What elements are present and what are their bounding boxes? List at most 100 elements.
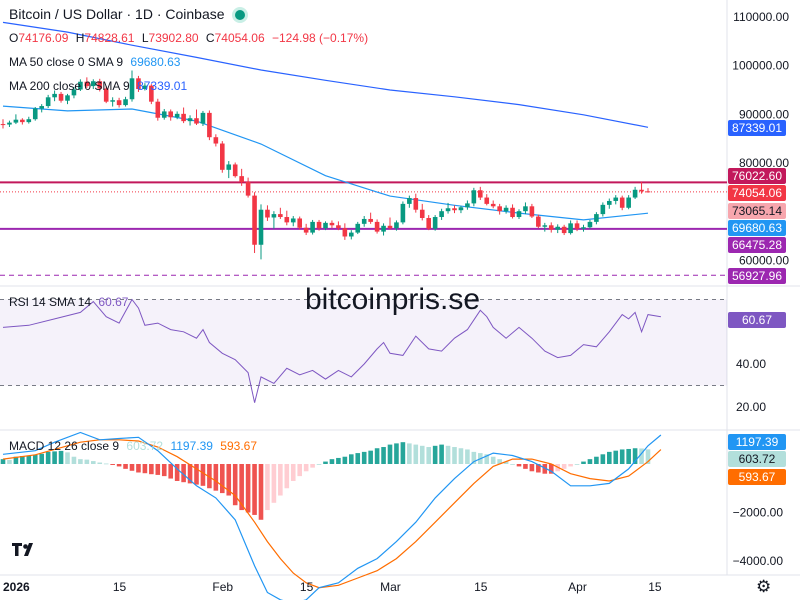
open-label: O	[9, 31, 19, 45]
macd-line	[2, 431, 662, 600]
macd-histogram-bar	[381, 447, 386, 464]
candle-body	[310, 221, 315, 233]
open-value: 74176.09	[18, 31, 69, 45]
macd-histogram-bar	[342, 456, 348, 464]
macd-histogram-bar	[471, 451, 477, 464]
macd-histogram-bar	[168, 464, 173, 479]
macd-histogram-bar	[607, 451, 612, 464]
candle-body	[561, 226, 567, 234]
candle-body	[97, 81, 103, 89]
macd-histogram-bar	[161, 464, 167, 477]
macd-histogram-bar	[613, 450, 619, 464]
macd-histogram-bar	[39, 453, 44, 464]
candle-body	[516, 211, 522, 218]
candle-body	[39, 106, 44, 109]
macd-histogram-bar	[271, 464, 277, 503]
candle-body	[394, 222, 399, 229]
macd-histogram-bar	[213, 464, 219, 491]
candle-body	[548, 225, 554, 230]
macd-histogram-bar	[529, 464, 535, 472]
candle-body	[419, 209, 425, 218]
macd-histogram-bar	[265, 464, 270, 511]
price-badge-bg	[728, 168, 786, 184]
macd-histogram-bar	[516, 464, 522, 467]
candle-body	[149, 85, 154, 102]
macd-histogram-bar	[387, 444, 393, 464]
time-axis-tick-label: 2026	[3, 580, 30, 594]
candle-body	[645, 191, 651, 193]
candle-body	[194, 118, 199, 124]
rsi-legend[interactable]: RSI 14 SMA 14 60.67	[9, 295, 132, 309]
macd-histogram-bar	[394, 443, 399, 464]
macd-histogram-bar	[155, 464, 161, 475]
ma200-label: MA 200 close 0 SMA 9	[9, 79, 130, 93]
close-label: C	[205, 31, 215, 45]
macd-histogram-bar	[458, 448, 464, 464]
candle-body	[187, 118, 193, 122]
macd-histogram-bar	[20, 455, 25, 464]
tradingview-logo-icon[interactable]	[11, 539, 39, 561]
candle-body	[103, 88, 109, 102]
price-axis-tick-label: 80000.00	[739, 156, 789, 170]
candle-body	[529, 206, 535, 217]
candle-body	[71, 89, 77, 96]
macd-histogram-bar	[258, 464, 264, 520]
candle-body	[245, 181, 251, 196]
time-axis-tick-label: Mar	[380, 580, 401, 594]
change-value: −124.98 (−0.17%)	[272, 31, 369, 45]
candle-body	[271, 214, 277, 218]
price-badge-label: 74054.06	[732, 186, 782, 200]
price-axis-tick-label: 110000.00	[733, 10, 789, 24]
price-axis-tick-label: 90000.00	[739, 107, 789, 121]
candle-body	[297, 218, 302, 228]
macd-histogram-bar	[407, 443, 412, 464]
settings-gear-icon[interactable]: ⚙	[756, 577, 772, 596]
macd-badge-bg	[728, 469, 786, 485]
ma200-legend[interactable]: MA 200 close 0 SMA 9 87339.01	[9, 79, 191, 93]
candle-body	[613, 197, 619, 201]
price-badge-bg	[728, 203, 786, 219]
candle-body	[278, 214, 283, 218]
macd-histogram-bar	[419, 445, 425, 464]
market-status-dot	[234, 10, 245, 21]
candle-body	[290, 218, 296, 223]
rsi-label: RSI 14 SMA 14	[9, 295, 92, 309]
macd-badge-bg	[728, 434, 786, 450]
macd-histogram-bar	[510, 464, 515, 465]
candle-body	[174, 113, 180, 118]
candle-body	[478, 190, 483, 198]
time-axis-tick-label: 15	[300, 580, 314, 594]
ma200-value: 87339.01	[137, 79, 188, 93]
candle-body	[361, 218, 367, 224]
macd-histogram-bar	[58, 450, 64, 464]
candle-body	[265, 209, 270, 218]
ma50-line	[2, 105, 649, 221]
macd-histogram-bar	[374, 448, 380, 464]
candle-body	[226, 164, 232, 170]
candle-body	[368, 218, 373, 222]
chart-legend-title: Bitcoin / US Dollar · 1D · Coinbase	[9, 7, 249, 21]
macd-histogram-bar	[426, 447, 431, 464]
high-value: 74828.61	[84, 31, 135, 45]
macd-badge-label: 1197.39	[736, 435, 779, 449]
candle-body	[458, 207, 464, 211]
macd-histogram-bar	[323, 461, 328, 464]
candle-body	[619, 197, 625, 208]
candle-body	[465, 203, 470, 208]
price-badge-label: 76022.60	[732, 169, 782, 183]
close-value: 74054.06	[214, 31, 265, 45]
macd-histogram-bar	[84, 459, 90, 464]
macd-histogram-bar	[142, 464, 148, 474]
candle-body	[581, 227, 586, 229]
price-badge-bg	[728, 220, 786, 236]
macd-legend[interactable]: MACD 12 26 close 9 603.72 1197.39 593.67	[9, 439, 261, 453]
candle-body	[78, 81, 83, 90]
symbol-title[interactable]: Bitcoin / US Dollar · 1D · Coinbase	[9, 6, 225, 22]
macd-histogram-bar	[26, 455, 32, 464]
ma50-legend[interactable]: MA 50 close 0 SMA 9 69680.63	[9, 55, 184, 69]
macd-histogram-bar	[484, 454, 490, 464]
macd-histogram-bar	[78, 459, 83, 464]
candle-body	[232, 164, 238, 177]
macd-histogram-bar	[587, 459, 593, 464]
